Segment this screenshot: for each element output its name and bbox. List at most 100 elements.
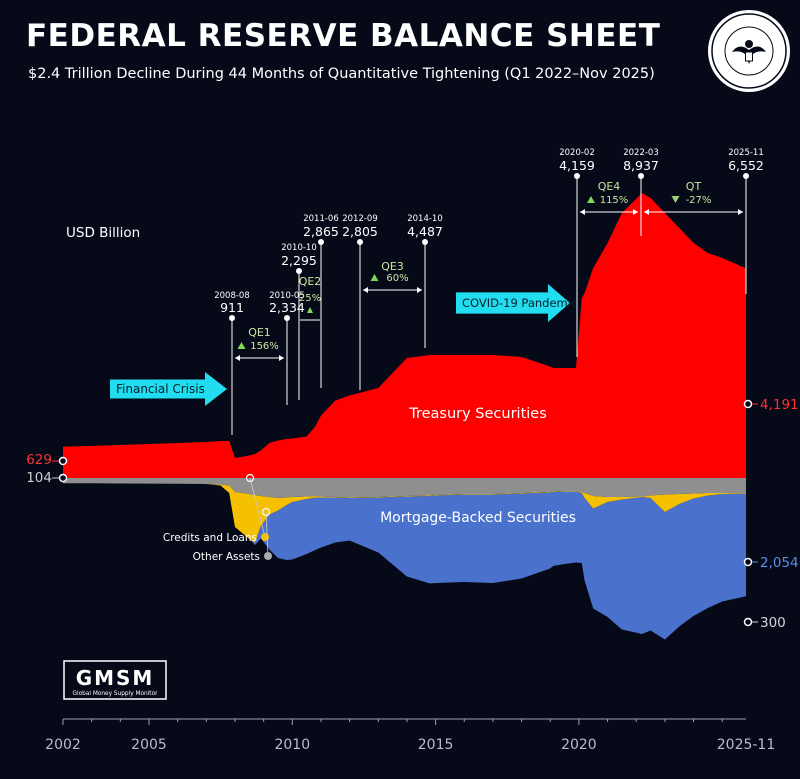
callout-text: Credits and Loans (163, 532, 257, 544)
milestone-date: 2010-05 (269, 291, 305, 301)
milestone-date: 2020-02 (559, 148, 595, 158)
callout-dot (261, 533, 269, 541)
end-value-marker (743, 617, 753, 627)
logo-border (63, 660, 167, 700)
logo-subtext: Global Money Supply Monitor (72, 691, 158, 697)
phase-triangle-icon (587, 196, 595, 203)
callout-leader (249, 477, 266, 538)
end-value-label: 2,054 (760, 555, 799, 571)
milestone-value: 2,334 (269, 300, 305, 315)
phase-change: 115% (600, 195, 629, 206)
milestone-dot (318, 239, 324, 245)
x-tick-label: 2020 (561, 737, 597, 753)
callout-text: Other Assets (193, 551, 260, 563)
milestone-value: 4,159 (559, 158, 595, 173)
start-value-label: 629 (26, 452, 52, 468)
phase-label: QE4 (598, 180, 621, 193)
milestone-dot (284, 315, 290, 321)
area-other-assets (63, 478, 746, 498)
milestone-date: 2022-03 (623, 148, 659, 158)
callout-leader (265, 511, 269, 557)
phase-qt: QT -27% (644, 180, 743, 215)
milestone-dot (296, 268, 302, 274)
milestone-dot (574, 173, 580, 179)
area-treasury-securities (63, 193, 746, 478)
phase-triangle-icon (671, 196, 680, 203)
milestone-date: 2012-09 (342, 214, 378, 224)
milestone-date: 2008-08 (214, 291, 250, 301)
callout-anchor (245, 473, 255, 483)
start-value-marker (58, 456, 68, 466)
milestone-value: 2,805 (342, 224, 378, 239)
logo-text: GMSM (76, 666, 155, 690)
phase-label: QE2 (299, 275, 322, 288)
milestone-dot (229, 315, 235, 321)
unit-label: USD Billion (66, 225, 140, 241)
area-mortgage-backed-securities (63, 483, 746, 640)
milestone-value: 2,295 (281, 253, 317, 268)
phase-label: QT (686, 180, 702, 193)
phase-change: -27% (686, 195, 712, 206)
phase-label: QE1 (248, 326, 271, 339)
x-tick-label: 2025-11 (717, 737, 776, 753)
end-value-marker (743, 557, 753, 567)
start-value-label: 104 (26, 470, 52, 486)
area-label: Mortgage-Backed Securities (380, 510, 576, 526)
phase-change: 25% (299, 293, 321, 304)
annotation-covid-19-pandemic-arrow: COVID-19 Pandemic (456, 284, 577, 322)
phase-change: 156% (250, 341, 279, 352)
phase-triangle-icon (370, 274, 379, 281)
annotation-arrow-shape (456, 284, 570, 322)
milestone-dot (422, 239, 428, 245)
end-value-label: 4,191 (760, 397, 799, 413)
milestone-2022-03: 2022-038,937 (623, 148, 659, 236)
callout-anchor (261, 507, 271, 517)
area-credits-and-loans (63, 483, 746, 543)
chart-subtitle: $2.4 Trillion Decline During 44 Months o… (28, 66, 655, 82)
phase-triangle-icon (237, 342, 246, 349)
legend-callout-other-assets: Other Assets (193, 507, 272, 563)
milestone-2010-10: 2010-102,295 (281, 243, 317, 400)
annotation-arrow-shape (110, 372, 227, 406)
milestone-date: 2014-10 (407, 214, 443, 224)
phase-label: QE3 (381, 260, 404, 273)
milestone-value: 2,865 (303, 224, 339, 239)
x-tick-label: 2010 (274, 737, 310, 753)
milestone-2012-09: 2012-092,805 (342, 214, 378, 390)
milestone-value: 4,487 (407, 224, 443, 239)
milestone-2011-06: 2011-062,865 (303, 214, 339, 388)
area-label: Treasury Securities (408, 406, 547, 422)
chart-title: FEDERAL RESERVE BALANCE SHEET (26, 18, 661, 54)
phase-triangle-icon (307, 307, 313, 313)
end-value-label: 300 (760, 615, 786, 631)
milestone-2025-11: 2025-116,552 (728, 148, 764, 294)
milestone-date: 2011-06 (303, 214, 339, 224)
milestone-dot (357, 239, 363, 245)
milestone-value: 911 (220, 300, 244, 315)
milestone-2010-05: 2010-052,334 (269, 291, 305, 405)
milestone-value: 8,937 (623, 158, 659, 173)
phase-arrowheads (235, 355, 284, 361)
phase-qe1: QE1 156% (235, 326, 284, 361)
milestone-2020-02: 2020-024,159 (559, 148, 595, 357)
federal-reserve-seal-icon (708, 10, 790, 92)
milestone-2014-10: 2014-104,487 (407, 214, 443, 348)
milestone-value: 6,552 (728, 158, 764, 173)
annotation-financial-crisis-arrow: Financial Crisis (110, 372, 227, 406)
annotation-text: COVID-19 Pandemic (462, 296, 577, 310)
milestone-date: 2010-10 (281, 243, 317, 253)
milestone-date: 2025-11 (728, 148, 764, 158)
end-value-marker (743, 399, 753, 409)
milestone-dot (638, 173, 644, 179)
annotation-text: Financial Crisis (116, 382, 205, 396)
start-value-marker (58, 473, 68, 483)
x-tick-label: 2015 (418, 737, 454, 753)
milestone-dot (743, 173, 749, 179)
phase-qe4: QE4 115% (580, 180, 638, 215)
